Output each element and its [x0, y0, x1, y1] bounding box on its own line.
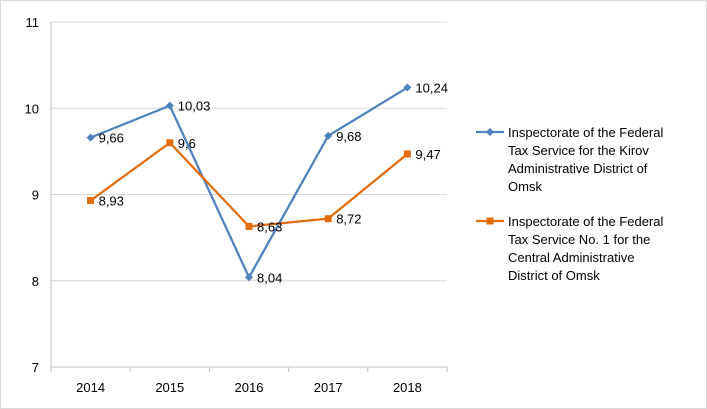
data-label: 10,24: [415, 81, 448, 96]
legend-label: Tax Service No. 1 for the: [508, 232, 650, 247]
data-point-marker: [324, 215, 332, 223]
series-group: [86, 83, 412, 282]
y-tick-label: 8: [32, 274, 39, 289]
legend-label: District of Omsk: [508, 268, 600, 283]
data-label: 10,03: [178, 99, 211, 114]
data-point-marker: [403, 150, 411, 158]
axes: 7 8 9 10 11 2014 2015 2016 2017 2018: [25, 15, 448, 395]
legend-label: Inspectorate of the Federal: [508, 125, 663, 140]
series-line: [90, 86, 408, 279]
legend-marker: [486, 128, 494, 136]
data-label: 9,68: [336, 129, 361, 144]
data-label: 8,72: [336, 212, 361, 227]
data-point-marker: [245, 222, 253, 230]
x-tick-label: 2017: [314, 380, 343, 395]
data-point-marker: [245, 273, 253, 282]
y-tick-label: 7: [32, 360, 39, 375]
data-point-marker: [165, 101, 174, 110]
data-point-marker: [324, 131, 333, 140]
x-tick-label: 2015: [155, 380, 184, 395]
data-point-marker: [87, 197, 95, 205]
x-tick-label: 2014: [76, 380, 105, 395]
data-point-marker: [166, 139, 174, 147]
y-tick-label: 11: [26, 15, 40, 30]
data-label: 8,93: [99, 194, 124, 209]
gridlines: [51, 21, 447, 282]
data-label: 9,66: [99, 131, 124, 146]
data-label: 9,6: [178, 136, 196, 151]
y-tick-label: 10: [25, 101, 39, 116]
data-label: 9,47: [415, 147, 440, 162]
data-labels: 9,66 10,03 8,04 9,68 10,24 8,93 9,6 8,63 8,72 9,4…: [99, 81, 448, 286]
x-tick-label: 2016: [235, 380, 264, 395]
data-label: 8,04: [257, 270, 282, 285]
legend-marker: [486, 217, 494, 225]
legend: Inspectorate of the Federal Tax Service f…: [476, 125, 663, 283]
data-label: 8,63: [257, 219, 282, 234]
legend-label: Central Administrative: [508, 250, 634, 265]
data-point-marker: [86, 133, 95, 142]
data-point-marker: [403, 83, 412, 92]
legend-label: Omsk: [508, 179, 542, 194]
legend-label: Tax Service for the Kirov: [508, 143, 649, 158]
x-tick-label: 2018: [393, 380, 422, 395]
legend-label: Inspectorate of the Federal: [508, 214, 663, 229]
legend-label: Administrative District of: [508, 161, 648, 176]
y-tick-label: 9: [32, 188, 39, 203]
